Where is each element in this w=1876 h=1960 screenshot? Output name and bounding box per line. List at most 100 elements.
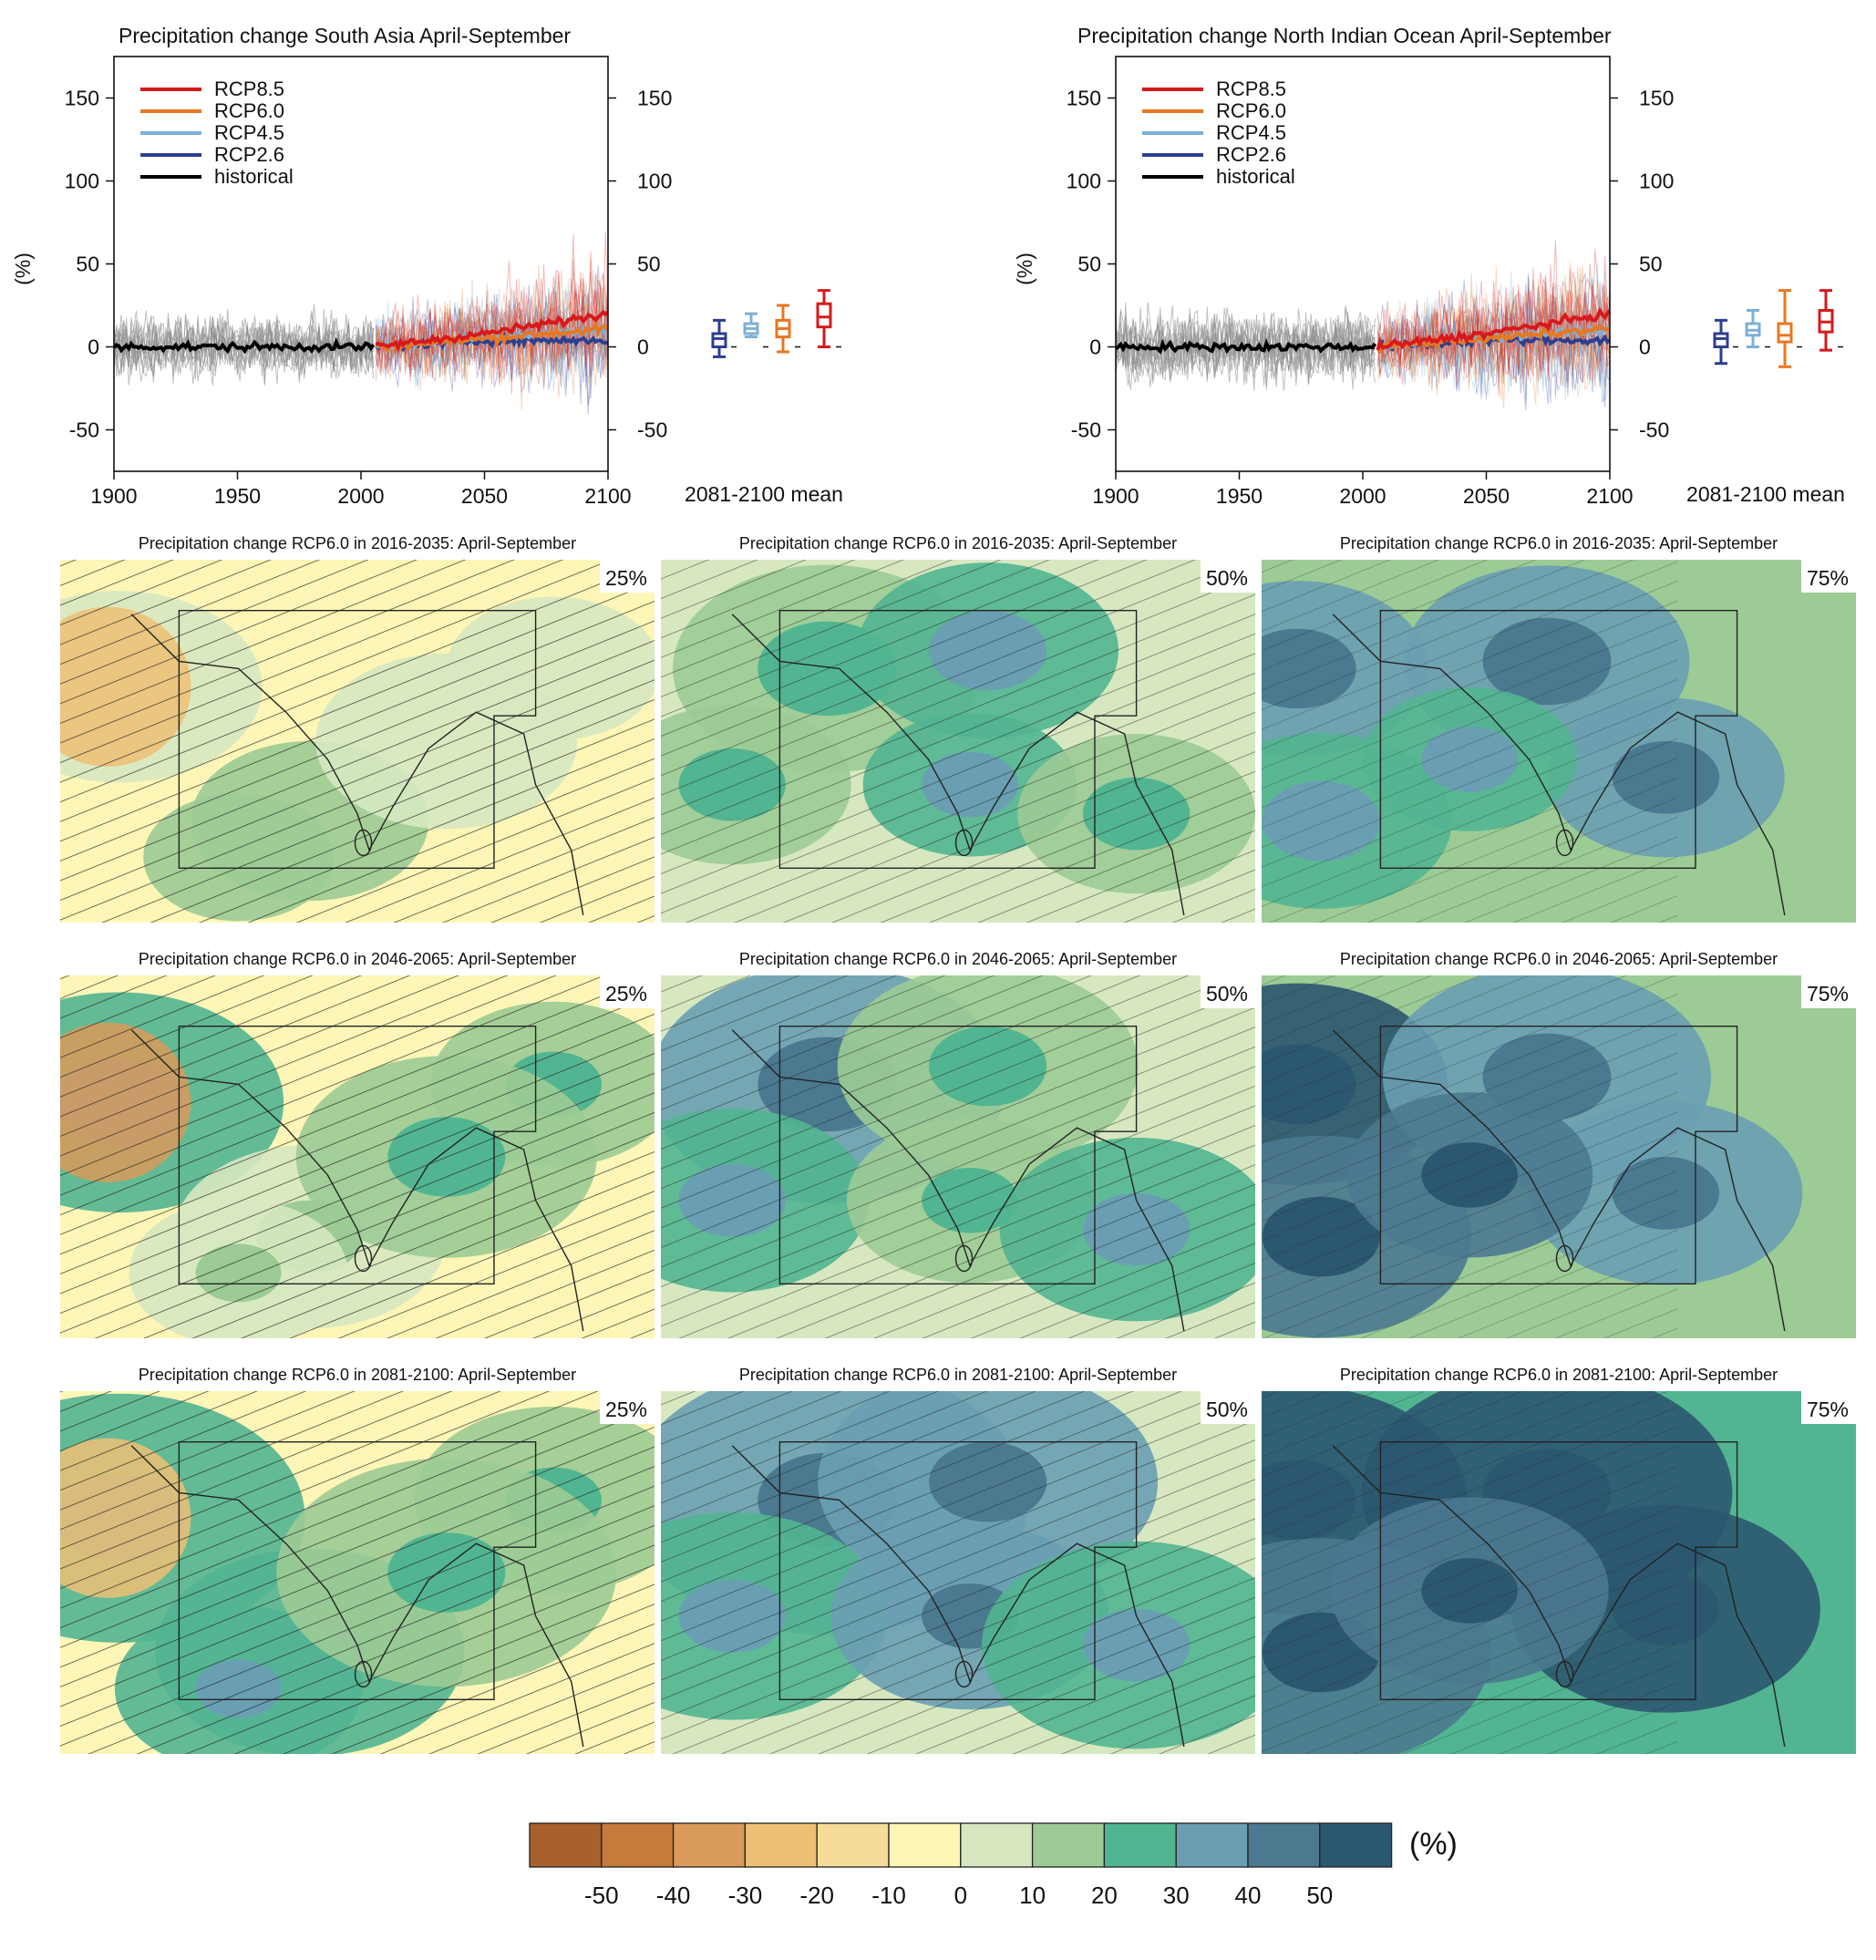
colorbar-swatch (601, 1822, 675, 1868)
map-panel: 75% (1262, 1391, 1856, 1754)
timeseries-panel-north-indian-ocean: Precipitation change North Indian Ocean … (1013, 24, 1845, 508)
colorbar-tick-label: -40 (656, 1882, 691, 1909)
legend-label: historical (1216, 165, 1295, 188)
map-title: Precipitation change RCP6.0 in 2081-2100… (139, 1366, 576, 1384)
scenario-member-line (375, 269, 608, 382)
map-panel: 25% (60, 1391, 655, 1754)
scenario-member-line (1376, 240, 1610, 397)
y-tick-label-left: 150 (65, 87, 99, 110)
legend-label: RCP6.0 (214, 99, 284, 122)
boxplot-rcp85 (1818, 289, 1843, 352)
map-title: Precipitation change RCP6.0 in 2046-2065… (739, 950, 1177, 968)
scenario-member-line (1376, 267, 1610, 388)
map-coastline (731, 1029, 1185, 1332)
map-title: Precipitation change RCP6.0 in 2016-2035… (1340, 534, 1778, 552)
percentile-label-bg (1201, 1391, 1255, 1424)
map-island (354, 1660, 373, 1688)
percentile-label-bg (1201, 560, 1255, 593)
series-mean-historical (1116, 338, 1377, 355)
map-panel: 50% (661, 560, 1255, 923)
legend-label: RCP2.6 (1216, 143, 1286, 166)
series-mean-rcp85 (1376, 306, 1610, 351)
historical-member-line (114, 318, 375, 377)
y-tick-label-right: 150 (1639, 87, 1674, 110)
y-tick-label-left: 0 (88, 335, 99, 359)
percentile-label: 50% (1206, 1398, 1248, 1421)
scenario-member-line (1376, 268, 1610, 384)
colorbar-tick-label: -10 (871, 1882, 906, 1909)
ts-boxplots (711, 289, 841, 358)
percentile-label-bg (600, 975, 655, 1008)
colorbar-swatch (1031, 1822, 1106, 1868)
colorbar: -50 -40 -30 -20 -10 0 10 20 30 40 50 (%) (529, 1822, 1458, 1909)
colorbar-tick-label: 20 (1091, 1882, 1118, 1909)
series-mean-historical (114, 336, 376, 355)
y-tick-label-left: -50 (69, 418, 99, 442)
scenario-member-line (1376, 273, 1610, 404)
map-title: Precipitation change RCP6.0 in 2046-2065… (1340, 950, 1778, 968)
percentile-label: 25% (605, 982, 647, 1006)
y-tick-label-right: 150 (637, 87, 672, 110)
y-tick-label-right: -50 (1639, 418, 1669, 442)
percentile-label-bg (600, 560, 655, 593)
map-panel: 50% (661, 1391, 1255, 1754)
colorbar-swatch (1247, 1822, 1321, 1868)
ts-title: Precipitation change South Asia April-Se… (119, 24, 571, 47)
map-coastline (130, 1445, 584, 1748)
scenario-member-line (1376, 262, 1610, 396)
colorbar-tick-label: 40 (1235, 1882, 1262, 1909)
colorbar-tick-label: 10 (1019, 1882, 1046, 1909)
legend-label: RCP8.5 (1216, 77, 1286, 100)
colorbar-swatch (529, 1822, 603, 1868)
ts-plot-frame (113, 56, 609, 472)
colorbar-swatch (1103, 1822, 1177, 1868)
map-significance-hatching (661, 560, 1255, 923)
map-significance-hatching (60, 560, 655, 923)
scenario-member-line (375, 287, 608, 399)
x-tick-label: 2000 (337, 484, 384, 508)
historical-member-line (114, 304, 375, 387)
y-tick-label-left: 0 (1089, 335, 1101, 359)
map-panel: 25% (60, 560, 655, 923)
box-iqr (1713, 332, 1729, 349)
y-tick-label-left: 50 (76, 253, 99, 276)
colorbar-tick-label: 0 (954, 1882, 967, 1909)
map-title: Precipitation change RCP6.0 in 2046-2065… (139, 950, 576, 968)
percentile-label-bg (1201, 975, 1255, 1008)
colorbar-tick-label: 50 (1306, 1882, 1333, 1909)
map-coastline (130, 1029, 584, 1332)
map-region-box (778, 610, 1138, 869)
map-region-box (178, 1026, 537, 1284)
ts-plot-frame (1115, 56, 1611, 472)
historical-member-line (1116, 309, 1376, 386)
y-tick-label-right: -50 (637, 418, 667, 442)
x-tick-label: 1950 (1216, 484, 1263, 508)
map-coastline (130, 614, 584, 916)
ts-ylabel: (%) (1013, 253, 1036, 285)
map-title: Precipitation change RCP6.0 in 2016-2035… (139, 534, 576, 552)
scenario-member-line (1376, 248, 1610, 380)
x-tick-label: 2100 (584, 484, 631, 508)
map-panel: 75% (1262, 975, 1856, 1338)
map-grid: Precipitation change RCP6.0 in 2016-2035… (60, 534, 1856, 1754)
colorbar-swatch (888, 1822, 962, 1868)
map-region-box (778, 1026, 1138, 1284)
timeseries-panel-south-asia: Precipitation change South Asia April-Se… (11, 24, 843, 508)
x-tick-label: 2050 (461, 484, 508, 508)
boxplot-rcp60 (1777, 289, 1802, 368)
legend-label: RCP2.6 (214, 143, 284, 166)
map-coastline (1332, 1029, 1786, 1332)
y-tick-label-right: 50 (1639, 253, 1663, 276)
percentile-label: 75% (1807, 566, 1849, 590)
map-title: Precipitation change RCP6.0 in 2016-2035… (739, 534, 1177, 552)
map-island (954, 1244, 974, 1273)
colorbar-tick-label: -50 (584, 1882, 619, 1909)
x-tick-label: 2050 (1463, 484, 1510, 508)
map-significance-hatching (1262, 560, 1678, 923)
y-tick-label-left: 100 (1067, 170, 1101, 193)
boxplot-rcp45 (1745, 308, 1770, 348)
map-region-box (178, 610, 537, 869)
map-significance-hatching (60, 975, 655, 1338)
